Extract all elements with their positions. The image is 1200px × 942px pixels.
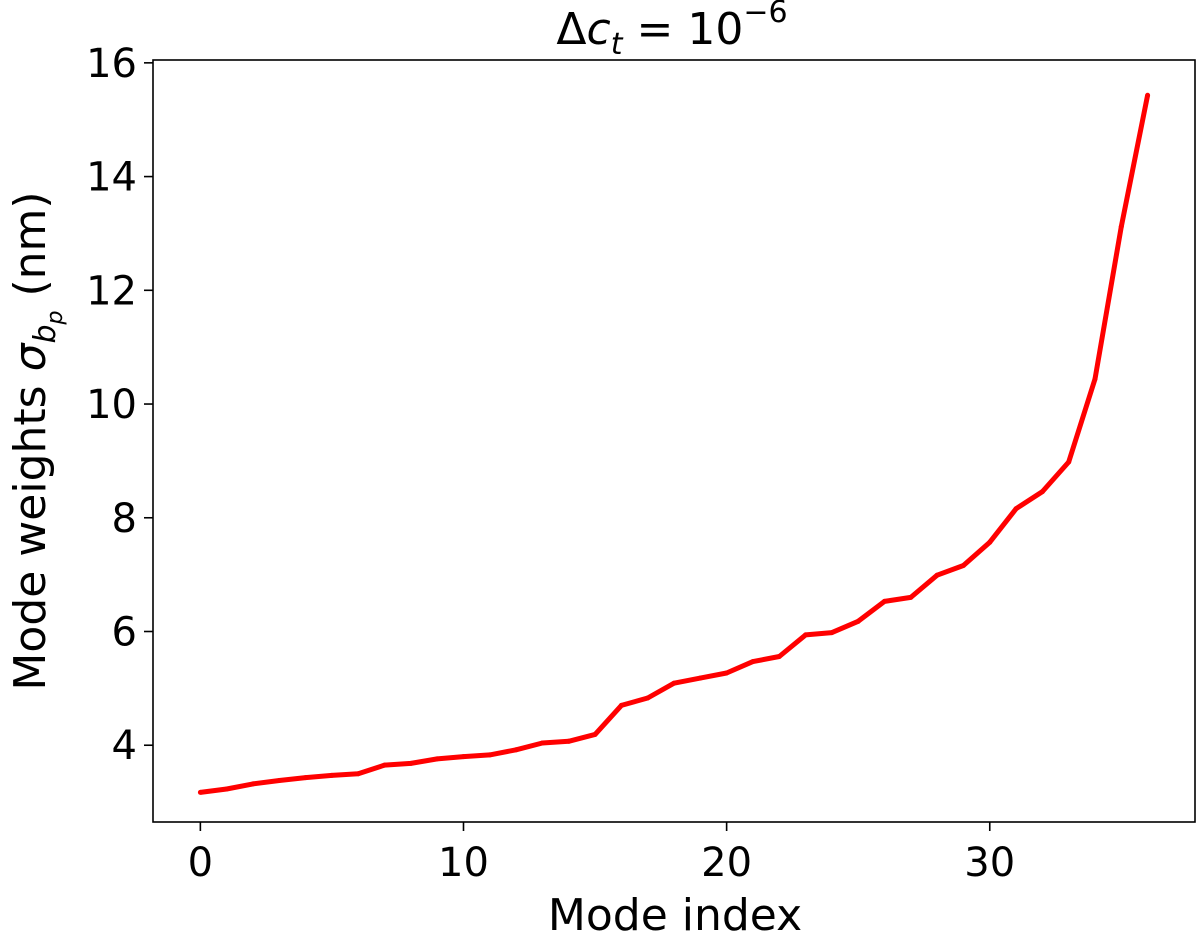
data-point bbox=[1013, 506, 1019, 512]
data-point bbox=[303, 775, 309, 781]
data-point bbox=[434, 756, 440, 762]
y-tick-label: 14 bbox=[86, 155, 137, 201]
data-point bbox=[408, 760, 414, 766]
data-point bbox=[934, 572, 940, 578]
y-axis: 4 6 8 10 12 14 16 bbox=[86, 41, 153, 769]
data-point bbox=[539, 740, 545, 746]
data-point bbox=[645, 695, 651, 701]
y-tick-label: 12 bbox=[86, 268, 137, 314]
x-tick-label: 0 bbox=[188, 840, 213, 886]
data-point bbox=[276, 778, 282, 783]
y-tick-label: 8 bbox=[112, 496, 137, 542]
data-point bbox=[382, 762, 388, 768]
ylabel-suffix: (nm) bbox=[5, 191, 56, 310]
data-point bbox=[355, 771, 361, 777]
data-point bbox=[618, 702, 624, 708]
data-point bbox=[671, 680, 677, 686]
y-tick-label: 6 bbox=[112, 610, 137, 656]
data-point bbox=[908, 594, 914, 600]
data-point bbox=[250, 781, 256, 787]
data-point bbox=[224, 786, 230, 792]
y-tick-label: 10 bbox=[86, 382, 137, 428]
ylabel-variable: σ bbox=[5, 342, 56, 371]
plot-area bbox=[152, 59, 1196, 823]
data-point bbox=[566, 738, 572, 744]
data-point bbox=[776, 654, 782, 659]
data-point bbox=[487, 752, 493, 758]
x-tick-label: 20 bbox=[701, 840, 752, 886]
data-point bbox=[592, 731, 598, 737]
y-axis-label: Mode weights σbp (nm) bbox=[5, 191, 68, 690]
data-point bbox=[987, 539, 993, 545]
data-point bbox=[750, 659, 756, 665]
title-variable: c bbox=[587, 4, 611, 55]
data-point bbox=[197, 789, 203, 795]
data-point bbox=[461, 754, 466, 760]
y-tick-label: 4 bbox=[112, 723, 137, 769]
ylabel-prefix: Mode weights bbox=[5, 371, 56, 690]
data-point bbox=[1039, 489, 1045, 495]
x-axis-label: Mode index bbox=[548, 890, 802, 941]
data-point bbox=[724, 670, 730, 676]
data-point bbox=[855, 618, 861, 624]
title-subscript: t bbox=[611, 27, 624, 62]
ylabel-subscript: b bbox=[28, 324, 63, 343]
title-equation: = 10 bbox=[623, 4, 744, 55]
data-point bbox=[960, 563, 966, 568]
data-point bbox=[829, 630, 835, 636]
title-prefix: Δ bbox=[556, 4, 586, 55]
data-point bbox=[1145, 92, 1151, 98]
x-axis: 0 10 20 30 bbox=[188, 822, 1015, 886]
data-point bbox=[1118, 224, 1124, 230]
ylabel-subsubscript: p bbox=[43, 311, 68, 326]
data-point bbox=[697, 675, 703, 681]
y-tick-label: 16 bbox=[86, 41, 137, 87]
plot-frame bbox=[152, 59, 1196, 823]
title-exponent: −6 bbox=[743, 0, 787, 30]
data-point bbox=[1066, 459, 1072, 465]
x-tick-label: 30 bbox=[964, 840, 1015, 886]
data-point bbox=[1092, 376, 1098, 382]
data-point bbox=[329, 772, 335, 778]
data-point bbox=[513, 747, 519, 753]
data-point bbox=[803, 632, 809, 638]
x-tick-label: 10 bbox=[438, 840, 489, 886]
chart-title: Δct = 10−6 bbox=[556, 0, 787, 62]
data-point bbox=[882, 598, 887, 604]
